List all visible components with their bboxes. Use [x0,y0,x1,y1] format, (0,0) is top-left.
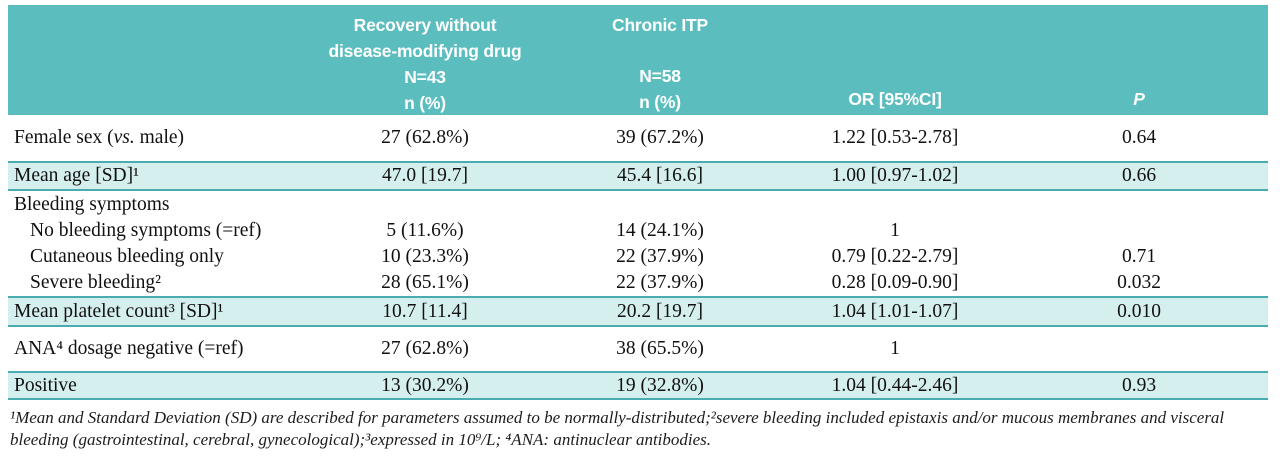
cell-or: 1.22 [0.53-2.78] [831,127,959,148]
table-row-cutaneous-bleeding: Cutaneous bleeding only 10 (23.3%) 22 (3… [8,244,1268,270]
cell-p: 0.93 [1010,371,1268,400]
cell-recovery: 28 (65.1%) [381,272,469,293]
cell-chronic [540,190,780,218]
cell-p: 0.66 [1010,161,1268,191]
header-line: Recovery without [353,15,497,35]
table-row-ana-negative: ANA⁴ dosage negative (=ref) 27 (62.8%) 3… [8,326,1268,372]
table-row-mean-age: Mean age [SD]¹ 47.0 [19.7] 45.4 [16.6] 1… [8,161,1268,191]
header-cell-chronic-itp: Chronic ITP N=58 n (%) [540,5,780,115]
row-label: Mean platelet count³ [SD]¹ [8,296,310,327]
header-line: N=43 [404,67,446,87]
cell-or: 1 [890,338,900,359]
row-label: Bleeding symptoms [14,193,170,215]
cell-recovery: 27 (62.8%) [381,127,469,148]
header-cell-or: OR [95%CI] [780,5,1010,115]
cell-or: 1.00 [0.97-1.02] [780,161,1010,191]
table-row-female-sex: Female sex (vs. male) 27 (62.8%) 39 (67.… [8,115,1268,162]
cell-recovery: 13 (30.2%) [310,371,540,400]
cell-p: 0.64 [1121,127,1157,148]
cell-chronic: 38 (65.5%) [616,338,704,359]
cell-chronic: 22 (37.9%) [616,272,704,293]
footnote: ¹Mean and Standard Deviation (SD) are de… [10,408,1225,449]
header-line: P [1133,89,1145,109]
results-table: Recovery without disease-modifying drug … [8,5,1268,400]
cell-recovery: 27 (62.8%) [381,338,469,359]
row-label: Cutaneous bleeding only [30,246,224,267]
header-line: N=58 [639,66,681,86]
cell-or: 0.79 [0.22-2.79] [831,246,959,267]
header-line: n (%) [639,92,681,112]
cell-recovery: 10.7 [11.4] [310,296,540,327]
table-row-severe-bleeding: Severe bleeding² 28 (65.1%) 22 (37.9%) 0… [8,270,1268,297]
header-cell-parameter [8,5,310,115]
cell-p: 0.010 [1010,296,1268,327]
cell-recovery: 10 (23.3%) [381,246,469,267]
row-label: Positive [8,371,310,400]
header-row: Recovery without disease-modifying drug … [8,5,1268,115]
cell-or: 1.04 [0.44-2.46] [780,371,1010,400]
header-line: disease-modifying drug [328,41,522,61]
table-row-ana-positive: Positive 13 (30.2%) 19 (32.8%) 1.04 [0.4… [8,371,1268,400]
header-cell-p: P [1010,5,1268,115]
row-label: Mean age [SD]¹ [8,161,310,191]
cell-p [1010,326,1268,372]
cell-p: 0.71 [1121,246,1157,267]
cell-recovery: 47.0 [19.7] [310,161,540,191]
cell-or [780,190,1010,218]
cell-or: 1.04 [1.01-1.07] [780,296,1010,327]
cell-or: 0.28 [0.09-0.90] [831,272,959,293]
row-label: No bleeding symptoms (=ref) [30,220,262,241]
cell-chronic: 45.4 [16.6] [540,161,780,191]
header-empty-cell [8,5,310,115]
header-line [540,38,780,63]
cell-or: 1 [890,220,900,241]
row-label: Severe bleeding² [30,272,161,293]
cell-chronic: 39 (67.2%) [616,127,704,148]
cell-chronic: 20.2 [19.7] [540,296,780,327]
table-row-mean-platelet-count: Mean platelet count³ [SD]¹ 10.7 [11.4] 2… [8,296,1268,327]
paper-table-page: Recovery without disease-modifying drug … [0,5,1280,458]
header-line: Chronic ITP [612,15,708,35]
cell-p [1010,218,1268,244]
row-label: ANA⁴ dosage negative (=ref) [14,338,244,359]
cell-chronic: 19 (32.8%) [540,371,780,400]
table-row-bleeding-symptoms-group: Bleeding symptoms [8,190,1268,218]
header-line: n (%) [404,93,446,113]
cell-recovery: 5 (11.6%) [386,220,464,241]
cell-chronic: 14 (24.1%) [616,220,704,241]
cell-p: 0.032 [1117,272,1161,293]
cell-recovery [310,190,540,218]
cell-p [1010,190,1268,218]
cell-chronic: 22 (37.9%) [616,246,704,267]
table-row-no-bleeding: No bleeding symptoms (=ref) 5 (11.6%) 14… [8,218,1268,244]
header-line: OR [95%CI] [848,89,942,109]
row-label: Female sex (vs. male) [14,127,185,148]
header-cell-recovery: Recovery without disease-modifying drug … [310,5,540,115]
